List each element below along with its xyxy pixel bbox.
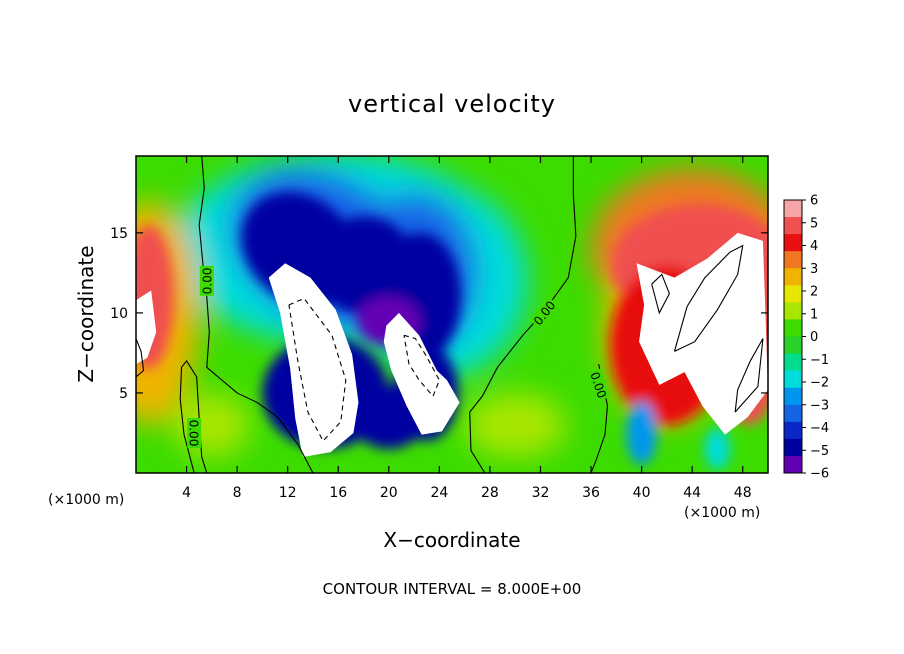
colorbar-swatch bbox=[784, 302, 802, 320]
contour-interval-note: CONTOUR INTERVAL = 8.000E+00 bbox=[323, 580, 582, 598]
colorbar-tick-label: 1 bbox=[810, 307, 818, 322]
positive-contour bbox=[673, 244, 744, 352]
saturated-region bbox=[136, 290, 157, 365]
colorbar-swatch bbox=[784, 370, 802, 389]
colorbar-swatch bbox=[784, 251, 802, 269]
colorbar-tick-label: −2 bbox=[810, 376, 829, 391]
colorbar-swatch bbox=[784, 336, 802, 355]
colorbar-tick-label: 4 bbox=[810, 239, 818, 254]
x-tick-label: 8 bbox=[233, 485, 242, 501]
y-tick-label: 15 bbox=[110, 226, 128, 242]
colorbar-tick-label: −4 bbox=[810, 421, 829, 436]
x-tick-label: 40 bbox=[633, 485, 651, 501]
colorbar-tick-label: 2 bbox=[810, 285, 818, 300]
x-tick-label: 32 bbox=[532, 485, 550, 501]
field-blob bbox=[704, 428, 731, 470]
colorbar-swatch bbox=[784, 438, 802, 457]
colorbar-swatch bbox=[784, 285, 802, 303]
chart-title: vertical velocity bbox=[348, 90, 556, 118]
colorbar: 6 5 4 3 2 1 0 −1 −2 −3 −4 −5 −6 bbox=[783, 194, 829, 482]
colorbar-tick-label: 3 bbox=[810, 262, 818, 277]
x-tick-label: 28 bbox=[481, 485, 499, 501]
y-tick-label: 5 bbox=[119, 386, 128, 402]
field-blob bbox=[464, 392, 566, 457]
x-tick-label: 44 bbox=[683, 485, 701, 501]
colorbar-tick-label: −1 bbox=[810, 353, 829, 368]
colorbar-tick-label: 0 bbox=[810, 330, 818, 345]
colorbar-swatch bbox=[784, 353, 802, 372]
y-tick-label: 10 bbox=[110, 306, 128, 322]
colorbar-swatch bbox=[784, 421, 802, 440]
colorbar-swatch bbox=[784, 319, 802, 337]
x-tick-label: 24 bbox=[430, 485, 448, 501]
colorbar-tick-label: 6 bbox=[810, 194, 818, 209]
contour-label-background bbox=[199, 265, 214, 296]
colorbar-tick-label: 5 bbox=[810, 216, 818, 231]
plot-frame bbox=[135, 155, 769, 474]
zero-contour-right bbox=[469, 156, 577, 473]
colorbar-swatch bbox=[784, 200, 802, 218]
contour-label-background bbox=[187, 417, 202, 448]
y-axis-label: Z−coordinate bbox=[74, 245, 98, 382]
x-tick-label: 36 bbox=[582, 485, 600, 501]
x-tick-label: 4 bbox=[182, 485, 191, 501]
negative-contour bbox=[288, 297, 347, 442]
saturated-region bbox=[383, 312, 460, 435]
positive-contour bbox=[136, 338, 145, 378]
heatmap-field bbox=[136, 156, 768, 473]
colorbar-swatch bbox=[784, 268, 802, 286]
contour-label-background bbox=[587, 368, 610, 402]
x-tick-label: 16 bbox=[329, 485, 347, 501]
x-tick-label: 20 bbox=[380, 485, 398, 501]
colorbar-swatch bbox=[784, 455, 802, 474]
contour-label-background bbox=[529, 296, 560, 330]
contour-value-label: 0.00 bbox=[187, 420, 201, 447]
x-unit-label-left: (×1000 m) bbox=[48, 492, 124, 508]
field-blob bbox=[626, 400, 657, 465]
field-blob bbox=[173, 392, 250, 457]
contour-value-label: 0.00 bbox=[200, 268, 214, 295]
x-axis: 4 8 12 16 20 24 28 32 36 40 44 48 bbox=[182, 156, 752, 501]
colorbar-swatch bbox=[784, 234, 802, 252]
x-unit-label-right: (×1000 m) bbox=[684, 505, 760, 521]
colorbar-swatch bbox=[784, 387, 802, 406]
colorbar-tick-label: −5 bbox=[810, 444, 829, 459]
x-tick-label: 48 bbox=[734, 485, 752, 501]
positive-contour bbox=[651, 273, 671, 315]
x-tick-label: 12 bbox=[279, 485, 297, 501]
colorbar-swatch bbox=[784, 404, 802, 423]
colorbar-swatch bbox=[784, 217, 802, 235]
saturated-region bbox=[268, 263, 359, 457]
positive-contour bbox=[734, 338, 764, 413]
colorbar-tick-label: −6 bbox=[810, 467, 829, 482]
zero-contour-left bbox=[198, 156, 314, 473]
saturated-region bbox=[636, 232, 768, 435]
colorbar-tick-label: −3 bbox=[810, 398, 829, 413]
x-axis-label: X−coordinate bbox=[383, 528, 520, 552]
y-axis: 5 10 15 bbox=[110, 226, 768, 402]
